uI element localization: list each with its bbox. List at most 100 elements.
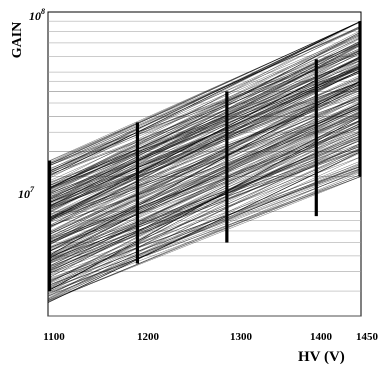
gain-curve (47, 52, 362, 165)
representative-gain-curve-1 (47, 80, 362, 257)
representative-gain-curve-3 (47, 20, 362, 177)
gain-curve (47, 106, 362, 258)
gain-curve (47, 87, 362, 228)
gain-curve (47, 49, 362, 170)
gain-curve (47, 114, 362, 227)
gain-curve (47, 83, 362, 233)
gain-curve (47, 115, 362, 274)
gain-curve (47, 36, 362, 175)
representative-gain-curve-2 (47, 56, 362, 222)
x-tick-label-1200: 1200 (137, 331, 160, 343)
representative-gain-curve-0 (47, 116, 362, 292)
gain-curve (47, 68, 362, 191)
gain-curve (47, 139, 362, 274)
gain-curve (47, 135, 362, 272)
gain-curve (47, 168, 362, 279)
gain-curve (47, 49, 362, 189)
gain-curve (47, 44, 362, 210)
gain-curve (47, 86, 362, 236)
gain-curve (47, 114, 362, 249)
gain-curve (47, 27, 362, 175)
gain-curve (47, 80, 362, 244)
gain-curve (47, 20, 362, 180)
gain-curve (47, 148, 362, 287)
gain-curve (47, 131, 362, 249)
gain-curve (47, 25, 362, 167)
y-tick-base-1e7: 10 (18, 187, 30, 201)
gain-curve (47, 52, 362, 176)
gain-curve (47, 40, 362, 201)
gain-curve (47, 42, 362, 172)
gain-curve (47, 176, 362, 296)
gain-curve (47, 96, 362, 234)
gain-curve (47, 135, 362, 293)
gain-curve (47, 83, 362, 238)
gain-curve (47, 84, 362, 211)
gain-curve (47, 81, 362, 198)
y-tick-exponent-1e7: 7 (30, 185, 35, 194)
measurement-markers (47, 21, 362, 292)
gain-curve (47, 35, 362, 172)
x-tick-label-1300: 1300 (230, 331, 253, 343)
y-tick-base-1e8: 10 (29, 9, 41, 23)
gain-curve (47, 102, 362, 240)
gain-curve (47, 123, 362, 262)
gain-curve (47, 107, 362, 243)
gain-curve (47, 87, 362, 257)
gain-curve (47, 62, 362, 201)
gain-curve (47, 174, 362, 293)
gain-curve (47, 44, 362, 208)
gain-curve (47, 111, 362, 248)
gain-curve (47, 72, 362, 184)
gain-curve (47, 102, 362, 262)
gain-curve (47, 101, 362, 260)
gain-curve (47, 122, 362, 275)
gain-curve (47, 165, 362, 281)
gain-curve (47, 42, 362, 187)
gain-curve (47, 174, 362, 301)
gain-curve (47, 91, 362, 218)
gain-curve (47, 138, 362, 300)
gain-curve (47, 66, 362, 183)
gain-curve (47, 44, 362, 174)
x-tick-label-1100: 1100 (43, 331, 65, 343)
gain-curve (47, 160, 362, 288)
gain-curve (47, 121, 362, 252)
gain-curve (47, 127, 362, 297)
gain-curve (47, 139, 362, 283)
gain-curve (47, 169, 362, 302)
gain-curve (47, 48, 362, 167)
gain-curve (47, 65, 362, 195)
gain-curve (47, 149, 362, 300)
gain-curve (47, 69, 362, 230)
gain-curve (47, 74, 362, 219)
gain-curve (47, 156, 362, 275)
gain-curve (47, 62, 362, 229)
y-axis-title: GAIN (10, 22, 25, 59)
gain-curves (47, 20, 362, 303)
gain-curve (47, 33, 362, 167)
gain-curve (47, 176, 362, 301)
gain-curve (47, 37, 362, 204)
gain-curve (47, 30, 362, 190)
gain-curve (47, 110, 362, 267)
gain-curve (47, 145, 362, 265)
gain-curve (47, 43, 362, 189)
gain-curve (47, 64, 362, 222)
y-tick-exponent-1e8: 8 (41, 7, 45, 16)
gain-curve (47, 60, 362, 223)
x-axis-title: HV (V) (298, 349, 345, 365)
gain-curve (47, 163, 362, 277)
gain-curve (47, 145, 362, 271)
gain-curve (47, 176, 362, 292)
gain-curve (47, 125, 362, 259)
x-tick-label-1400: 1400 (310, 331, 333, 343)
gain-curve (47, 37, 362, 187)
gain-curve (47, 59, 362, 211)
y-tick-label-1e7: 107 (18, 185, 35, 201)
gain-curve (47, 108, 362, 250)
gain-curve (47, 122, 362, 283)
gain-curve (47, 116, 362, 228)
gain-curve (47, 127, 362, 240)
gain-curve (47, 67, 362, 196)
